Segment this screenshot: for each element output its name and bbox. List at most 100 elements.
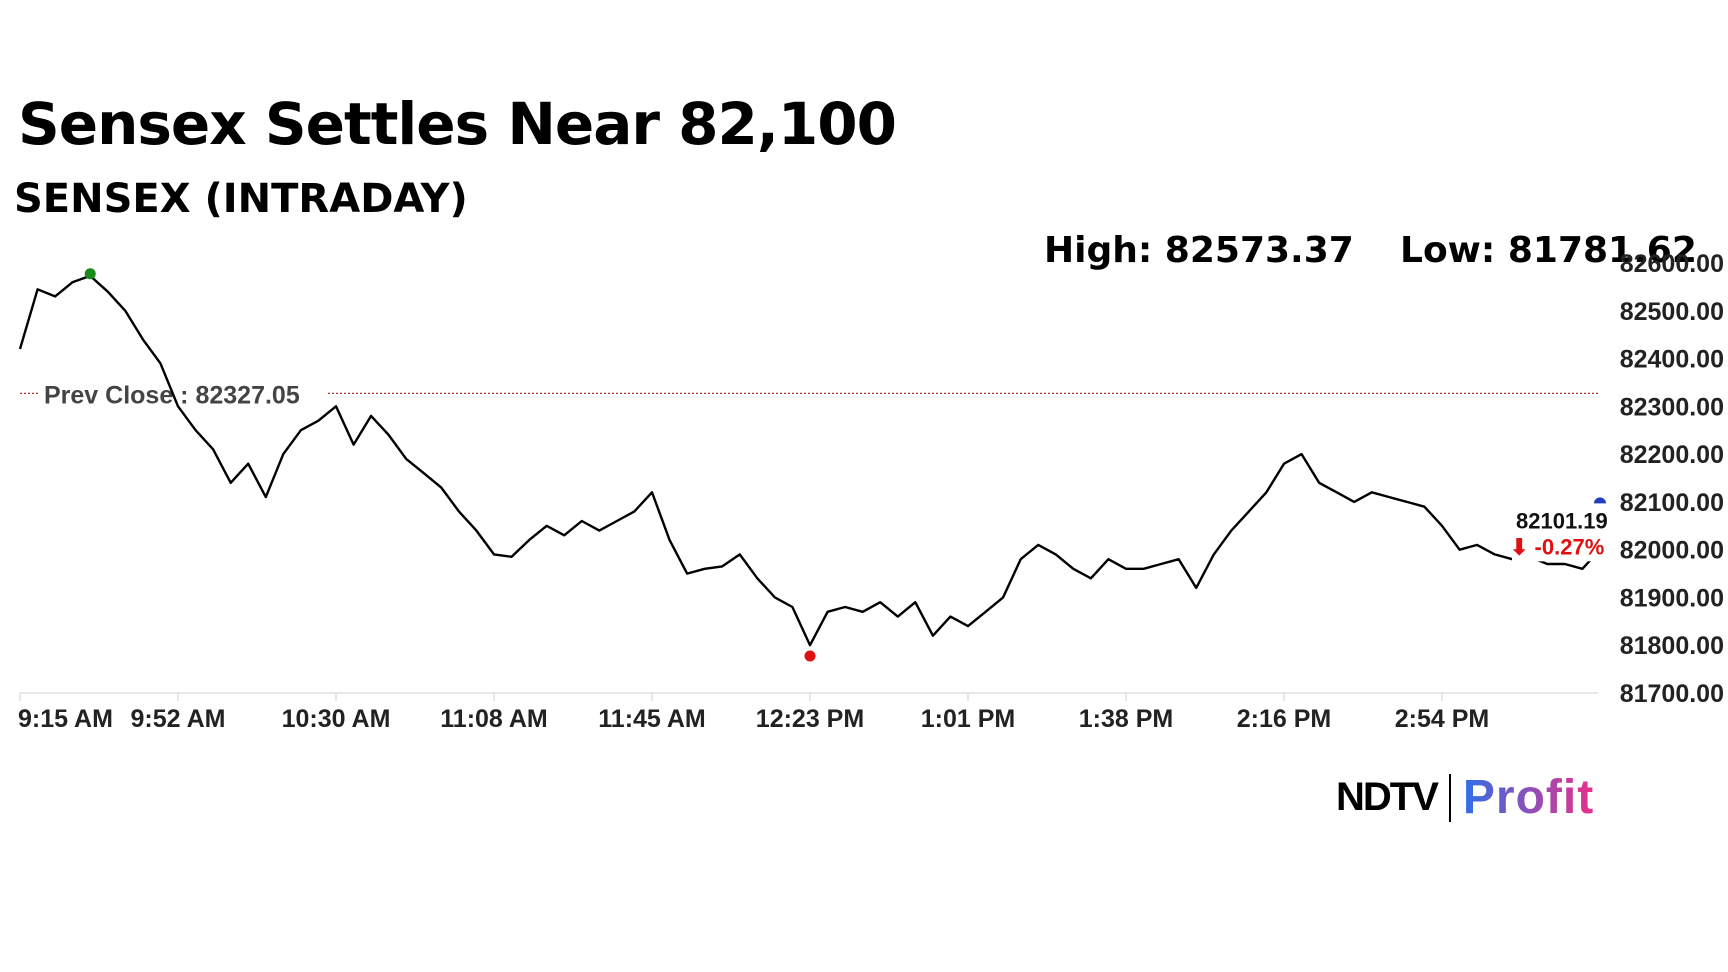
price-point: [1160, 563, 1162, 565]
price-point: [1353, 501, 1355, 503]
last-value-label: 82101.19: [1516, 508, 1608, 533]
price-point: [423, 472, 425, 474]
price-point: [370, 415, 372, 417]
price-point: [1037, 544, 1039, 546]
price-point: [1459, 549, 1461, 551]
price-point: [1002, 596, 1004, 598]
price-point: [405, 458, 407, 460]
x-tick-label: 11:08 AM: [440, 705, 547, 733]
price-point: [107, 291, 109, 293]
last-price-marker: [1594, 497, 1606, 504]
price-point: [721, 565, 723, 567]
price-point: [827, 611, 829, 613]
price-point: [1441, 525, 1443, 527]
price-point: [335, 405, 337, 407]
price-point: [1406, 501, 1408, 503]
x-tick-label: 10:30 AM: [282, 705, 391, 733]
price-point: [1230, 530, 1232, 532]
x-tick-label: 12:23 PM: [756, 705, 864, 733]
y-tick-label: 81900.00: [1620, 584, 1724, 612]
brand-separator: [1448, 773, 1451, 822]
price-point: [1476, 544, 1478, 546]
price-point: [159, 362, 161, 364]
price-point: [1546, 563, 1548, 565]
price-point: [546, 525, 548, 527]
y-tick-label: 82000.00: [1620, 537, 1724, 565]
price-point: [1423, 506, 1425, 508]
price-point: [1388, 496, 1390, 498]
y-tick-label: 82200.00: [1620, 441, 1724, 469]
price-point: [914, 601, 916, 603]
price-point: [1564, 563, 1566, 565]
x-tick-label: 11:45 AM: [598, 705, 705, 733]
price-point: [212, 448, 214, 450]
y-tick-label: 82100.00: [1620, 489, 1724, 517]
y-tick-label: 82300.00: [1620, 393, 1724, 421]
price-point: [897, 616, 899, 618]
price-point: [633, 510, 635, 512]
price-point: [317, 420, 319, 422]
price-point: [879, 601, 881, 603]
price-point: [37, 288, 39, 290]
price-point: [774, 596, 776, 598]
price-point: [1072, 568, 1074, 570]
prev-close-label: Prev Close : 82327.05: [44, 381, 300, 409]
y-tick-label: 82600.00: [1620, 250, 1724, 278]
price-point: [1248, 510, 1250, 512]
price-point: [177, 405, 179, 407]
price-point: [985, 611, 987, 613]
price-point: [1581, 568, 1583, 570]
price-point: [739, 553, 741, 555]
price-point: [1301, 453, 1303, 455]
price-point: [1107, 558, 1109, 560]
brand-profit: Profit: [1462, 771, 1595, 824]
price-point: [1494, 553, 1496, 555]
price-point: [72, 281, 74, 283]
price-point: [581, 520, 583, 522]
price-point: [195, 429, 197, 431]
price-point: [1371, 491, 1373, 493]
page-title: Sensex Settles Near 82,100: [18, 90, 897, 158]
x-tick-label: 9:52 AM: [131, 705, 226, 733]
price-point: [1283, 463, 1285, 465]
price-point: [598, 530, 600, 532]
x-tick-label: 2:54 PM: [1395, 705, 1489, 733]
price-point: [19, 348, 21, 350]
brand-ndtv: NDTV: [1336, 775, 1439, 819]
price-point: [493, 553, 495, 555]
price-point: [686, 573, 688, 575]
price-point: [1125, 568, 1127, 570]
price-point: [1143, 568, 1145, 570]
price-point: [1195, 587, 1197, 589]
price-point: [1020, 558, 1022, 560]
price-point: [704, 568, 706, 570]
change-percent-label: ⬇ -0.27%: [1510, 534, 1604, 559]
price-point: [388, 434, 390, 436]
low-label: Low: 81781.62: [1400, 230, 1697, 271]
price-point: [844, 606, 846, 608]
last-value-label-bg: [1512, 507, 1612, 562]
y-tick-label: 82400.00: [1620, 346, 1724, 374]
price-point: [862, 611, 864, 613]
price-point: [809, 644, 811, 646]
price-point: [949, 616, 951, 618]
price-point: [528, 539, 530, 541]
price-point: [967, 625, 969, 627]
price-point: [247, 463, 249, 465]
price-point: [651, 491, 653, 493]
price-point: [265, 496, 267, 498]
price-point: [300, 429, 302, 431]
prev-close-label-bg: [38, 375, 328, 410]
price-point: [1178, 558, 1180, 560]
day-low-marker: [804, 650, 816, 662]
x-tick-label: 1:38 PM: [1079, 705, 1173, 733]
day-high-marker: [84, 268, 96, 280]
price-point: [1090, 577, 1092, 579]
price-point: [669, 539, 671, 541]
price-point: [932, 635, 934, 637]
price-point: [475, 530, 477, 532]
price-point: [1265, 491, 1267, 493]
y-tick-label: 82500.00: [1620, 298, 1724, 326]
price-point: [124, 310, 126, 312]
price-point: [458, 510, 460, 512]
